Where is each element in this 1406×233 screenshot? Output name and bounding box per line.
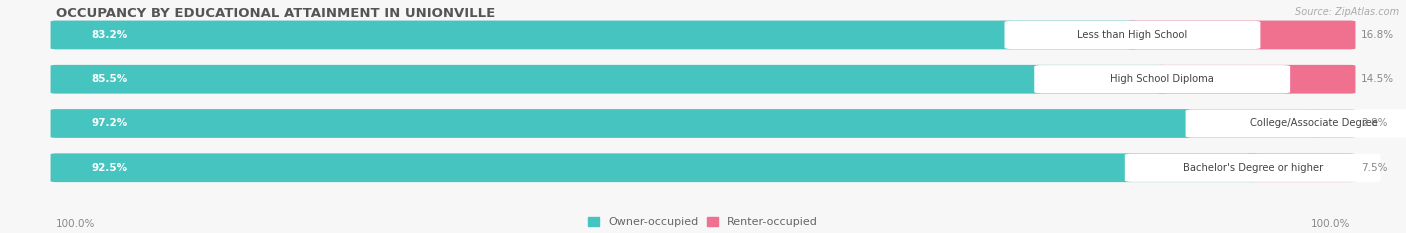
Text: OCCUPANCY BY EDUCATIONAL ATTAINMENT IN UNIONVILLE: OCCUPANCY BY EDUCATIONAL ATTAINMENT IN U… (56, 7, 495, 20)
FancyBboxPatch shape (51, 109, 1319, 138)
Text: Bachelor's Degree or higher: Bachelor's Degree or higher (1182, 163, 1323, 173)
FancyBboxPatch shape (1308, 109, 1355, 138)
Text: Less than High School: Less than High School (1077, 30, 1188, 40)
Text: 2.8%: 2.8% (1361, 119, 1388, 128)
FancyBboxPatch shape (51, 109, 1355, 138)
FancyBboxPatch shape (1035, 65, 1291, 93)
FancyBboxPatch shape (1185, 109, 1406, 138)
FancyBboxPatch shape (51, 65, 1168, 94)
FancyBboxPatch shape (1004, 21, 1260, 49)
Text: High School Diploma: High School Diploma (1111, 74, 1215, 84)
Text: 16.8%: 16.8% (1361, 30, 1395, 40)
Text: 83.2%: 83.2% (91, 30, 128, 40)
Legend: Owner-occupied, Renter-occupied: Owner-occupied, Renter-occupied (588, 217, 818, 227)
FancyBboxPatch shape (51, 21, 1355, 49)
FancyBboxPatch shape (51, 21, 1137, 49)
Text: 85.5%: 85.5% (91, 74, 128, 84)
Text: 97.2%: 97.2% (91, 119, 128, 128)
FancyBboxPatch shape (1247, 154, 1355, 182)
Text: 14.5%: 14.5% (1361, 74, 1395, 84)
Text: Source: ZipAtlas.com: Source: ZipAtlas.com (1295, 7, 1399, 17)
FancyBboxPatch shape (1125, 154, 1381, 182)
FancyBboxPatch shape (51, 65, 1355, 94)
Text: 100.0%: 100.0% (1310, 219, 1350, 229)
Text: College/Associate Degree: College/Associate Degree (1250, 119, 1378, 128)
FancyBboxPatch shape (1126, 21, 1355, 49)
Text: 100.0%: 100.0% (56, 219, 96, 229)
Text: 92.5%: 92.5% (91, 163, 128, 173)
FancyBboxPatch shape (51, 154, 1355, 182)
FancyBboxPatch shape (1157, 65, 1355, 94)
Text: 7.5%: 7.5% (1361, 163, 1388, 173)
FancyBboxPatch shape (51, 154, 1258, 182)
